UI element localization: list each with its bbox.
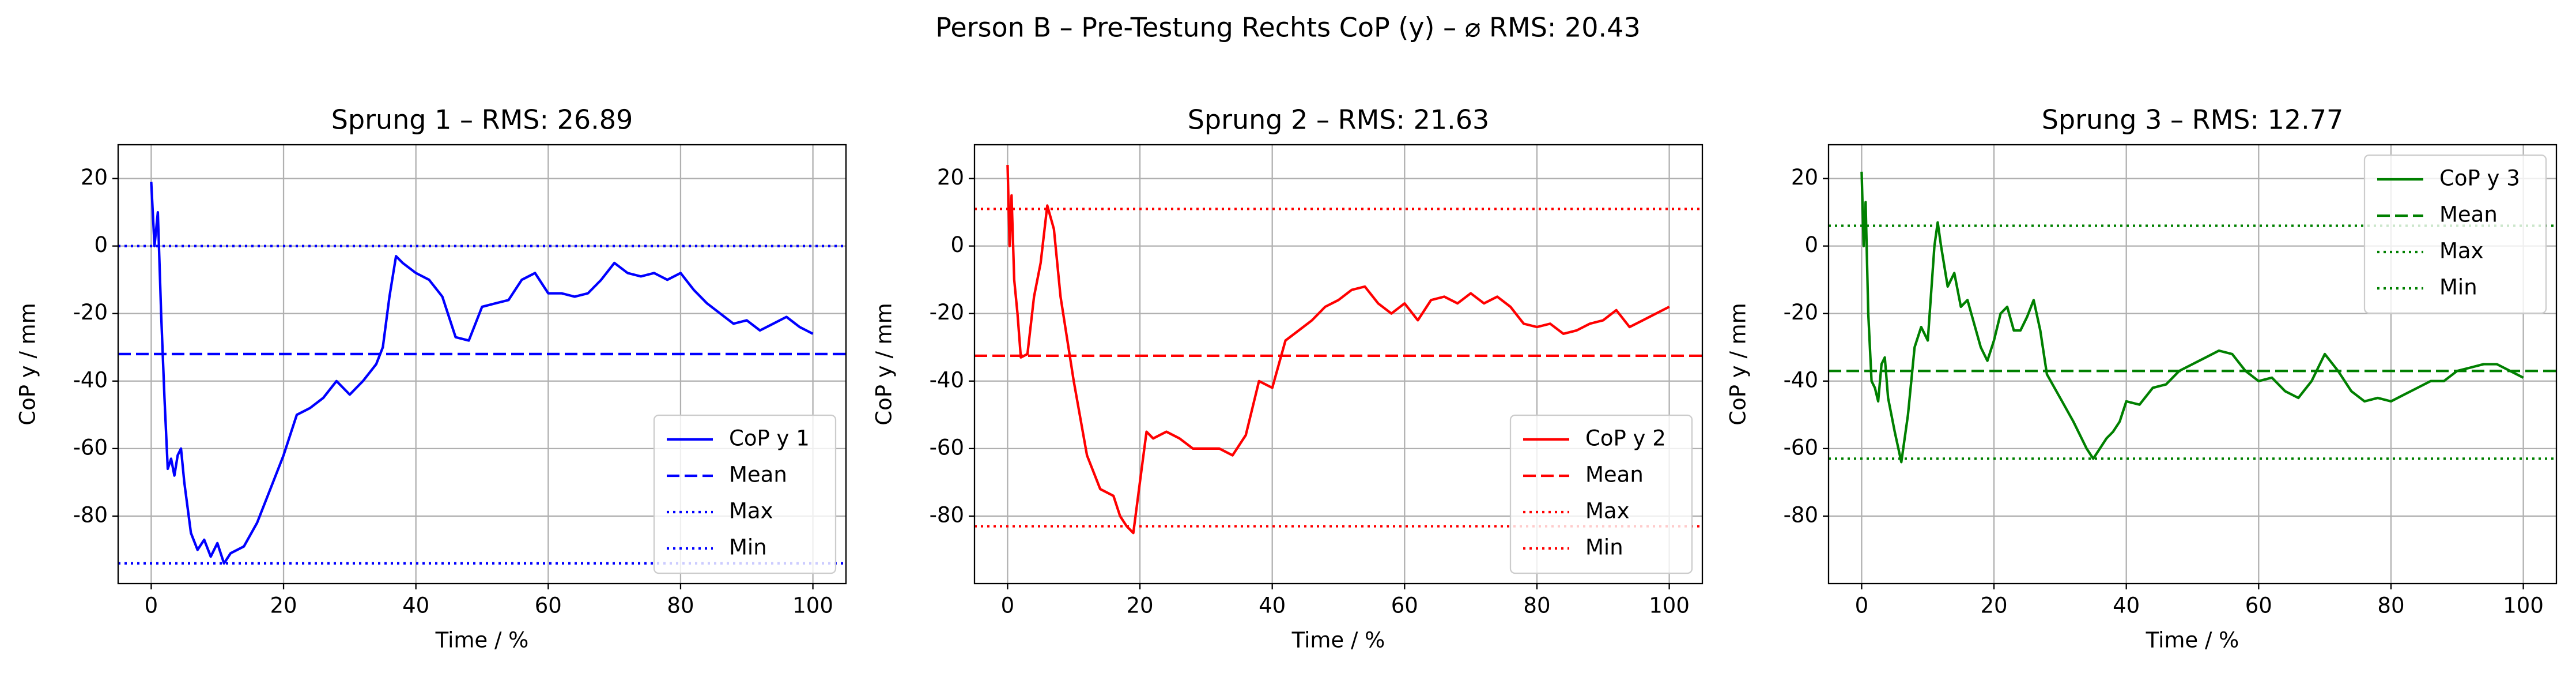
x-tick-label: 60 <box>1391 593 1418 618</box>
legend-label: CoP y 3 <box>2439 166 2520 191</box>
x-tick-label: 40 <box>2113 593 2140 618</box>
y-tick-label: 0 <box>950 232 964 257</box>
y-tick-label: 20 <box>937 165 964 190</box>
x-tick-label: 40 <box>402 593 429 618</box>
y-tick-label: -40 <box>1784 367 1818 392</box>
data-line <box>150 182 814 565</box>
y-tick-label: -40 <box>73 367 108 392</box>
y-axis-label: CoP y / mm <box>16 303 40 426</box>
y-axis-label: CoP y / mm <box>1726 303 1751 426</box>
y-tick-label: -20 <box>1784 300 1818 325</box>
data-line <box>1006 165 1670 535</box>
legend-label: Max <box>2439 239 2484 264</box>
y-tick-label: -80 <box>1784 502 1818 527</box>
x-tick-label: 40 <box>1259 593 1286 618</box>
legend: CoP y 2 Mean Max Min <box>1509 414 1693 574</box>
suptitle: Person B – Pre-Testung Rechts CoP (y) – … <box>935 12 1640 43</box>
legend-label: Mean <box>1585 463 1644 487</box>
x-tick-label: 80 <box>2377 593 2404 618</box>
x-axis-label: Time / % <box>2146 628 2239 653</box>
legend: CoP y 1 Mean Max Min <box>653 414 837 574</box>
legend-label: Max <box>1585 499 1630 524</box>
legend-label: Min <box>2439 275 2477 300</box>
x-axis-label: Time / % <box>1291 628 1385 653</box>
chart-title: Sprung 3 – RMS: 12.77 <box>2042 104 2344 136</box>
x-tick-label: 80 <box>1523 593 1550 618</box>
data-line <box>1860 171 2524 464</box>
y-tick-label: -80 <box>73 502 108 527</box>
y-tick-label: -20 <box>73 300 108 325</box>
y-tick-label: -20 <box>930 300 964 325</box>
axes-frame <box>117 144 847 585</box>
x-tick-label: 100 <box>1649 593 1690 618</box>
chart-title: Sprung 1 – RMS: 26.89 <box>331 104 633 136</box>
legend-box <box>653 414 837 574</box>
legend-label: CoP y 1 <box>729 426 810 451</box>
x-tick-label: 60 <box>535 593 562 618</box>
x-tick-label: 0 <box>1001 593 1015 618</box>
axes-frame <box>1827 144 2558 585</box>
legend-label: Max <box>729 499 773 524</box>
y-tick-label: -60 <box>1784 435 1818 460</box>
legend-box <box>2363 154 2547 314</box>
x-tick-label: 100 <box>2503 593 2544 618</box>
legend-label: CoP y 2 <box>1585 426 1666 451</box>
x-axis-label: Time / % <box>435 628 529 653</box>
y-tick-label: 20 <box>1791 165 1818 190</box>
legend-label: Mean <box>2439 202 2498 227</box>
x-tick-label: 60 <box>2245 593 2272 618</box>
axes-frame <box>973 144 1704 585</box>
legend-label: Mean <box>729 463 787 487</box>
y-tick-label: 0 <box>94 232 108 257</box>
y-axis-label: CoP y / mm <box>872 303 897 426</box>
x-tick-label: 0 <box>145 593 158 618</box>
legend-label: Min <box>729 535 767 560</box>
legend-label: Min <box>1585 535 1623 560</box>
y-tick-label: -40 <box>930 367 964 392</box>
y-tick-label: -60 <box>73 435 108 460</box>
x-tick-label: 0 <box>1855 593 1869 618</box>
y-tick-label: -80 <box>930 502 964 527</box>
chart-title: Sprung 2 – RMS: 21.63 <box>1188 104 1490 136</box>
x-tick-label: 20 <box>270 593 297 618</box>
x-tick-label: 100 <box>792 593 833 618</box>
legend-box <box>1509 414 1693 574</box>
y-tick-label: 20 <box>81 165 108 190</box>
x-tick-label: 80 <box>667 593 694 618</box>
y-tick-label: -60 <box>930 435 964 460</box>
x-tick-label: 20 <box>1126 593 1153 618</box>
legend: CoP y 3 Mean Max Min <box>2363 154 2547 314</box>
x-tick-label: 20 <box>1980 593 2007 618</box>
y-tick-label: 0 <box>1804 232 1818 257</box>
